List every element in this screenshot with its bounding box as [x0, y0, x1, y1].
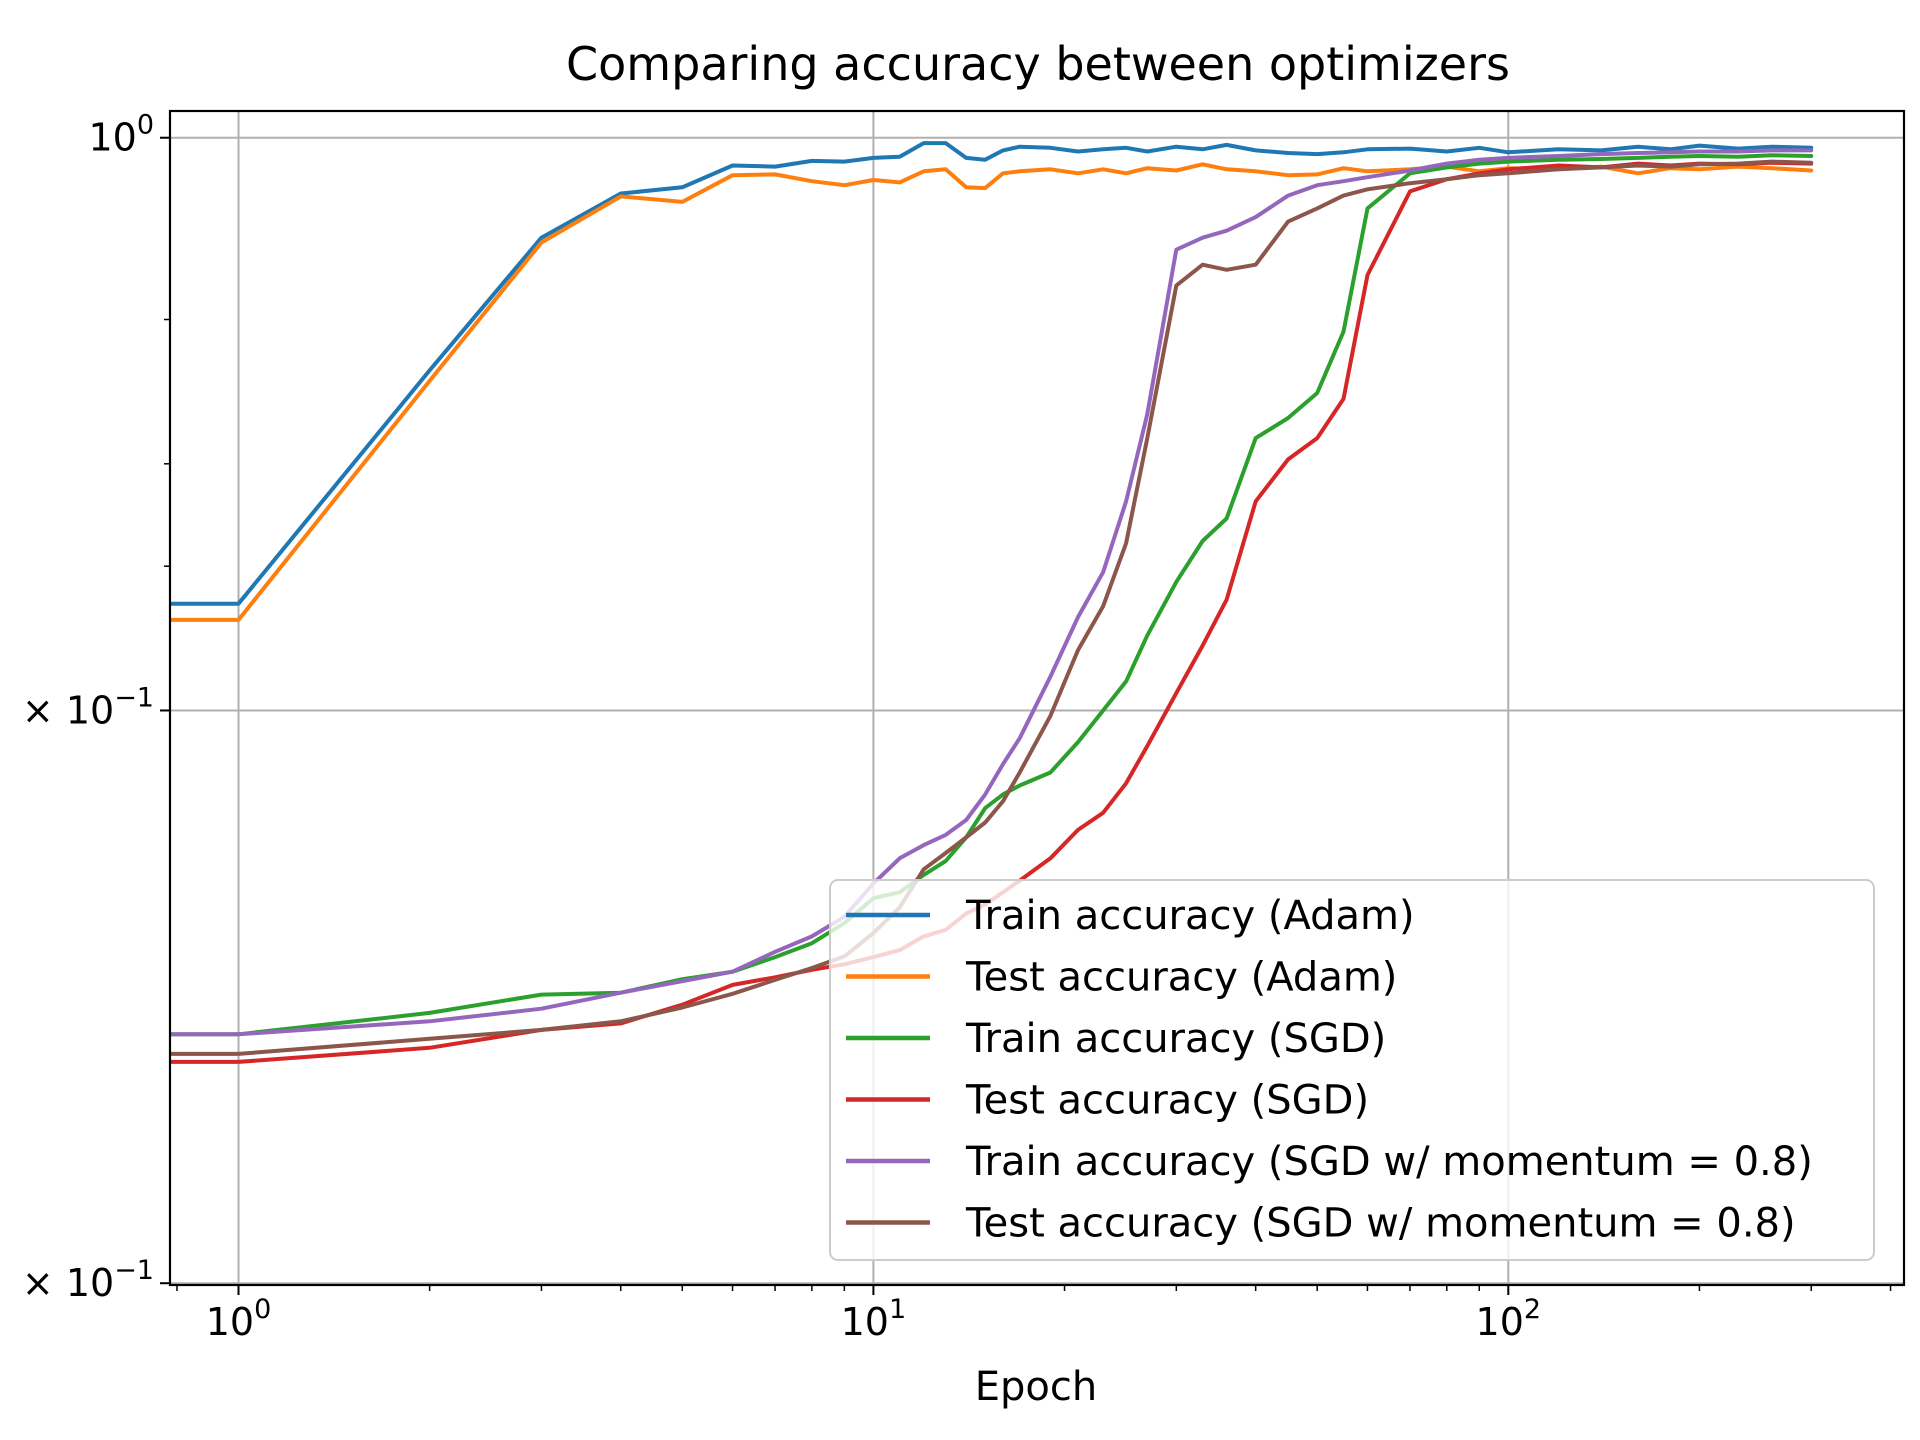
series-layer	[170, 141, 1814, 1064]
y-tick-label: × 10−1	[22, 1255, 154, 1305]
x-tick-label: 101	[841, 1294, 907, 1344]
series-line	[170, 160, 1814, 1064]
x-axis-title: Epoch	[975, 1364, 1097, 1410]
y-tick-base: 10	[88, 116, 136, 160]
x-tick-base: 10	[1476, 1300, 1524, 1344]
x-tick-exponent: 1	[889, 1294, 906, 1325]
plot-frame	[168, 109, 1906, 1287]
y-tick-label: × 10−1	[22, 682, 154, 732]
x-tick-label: 100	[206, 1294, 272, 1344]
y-tick-base: 10	[66, 1261, 114, 1305]
series-line	[170, 141, 1814, 606]
y-tick-label: 100	[88, 110, 154, 160]
legend-label: Test accuracy (SGD w/ momentum = 0.8)	[965, 1201, 1796, 1247]
legend-label: Train accuracy (Adam)	[965, 893, 1415, 939]
legend-label: Test accuracy (SGD)	[965, 1078, 1369, 1124]
chart-title: Comparing accuracy between optimizers	[566, 37, 1510, 91]
series-line	[170, 148, 1814, 1037]
y-tick-exponent: −1	[114, 682, 154, 713]
legend-box	[829, 879, 1875, 1261]
y-tick-base: 10	[66, 688, 114, 732]
x-tick-base: 10	[841, 1300, 889, 1344]
x-tick-exponent: 2	[1524, 1294, 1541, 1325]
legend: Train accuracy (Adam) Test accuracy (Adam…	[829, 879, 1875, 1261]
x-tick-label: 102	[1476, 1294, 1542, 1344]
series-line	[170, 153, 1814, 1037]
x-tick-base: 10	[206, 1300, 254, 1344]
y-tick-prefix: ×	[22, 688, 66, 732]
y-tick-exponent: −1	[114, 1255, 154, 1286]
legend-label: Train accuracy (SGD)	[965, 1016, 1386, 1062]
legend-label: Test accuracy (Adam)	[965, 955, 1397, 1001]
series-line	[170, 159, 1814, 1056]
y-tick-prefix: ×	[22, 1261, 66, 1305]
legend-label: Train accuracy (SGD w/ momentum = 0.8)	[965, 1139, 1813, 1185]
y-tick-exponent: 0	[137, 110, 154, 141]
x-tick-exponent: 0	[254, 1294, 271, 1325]
